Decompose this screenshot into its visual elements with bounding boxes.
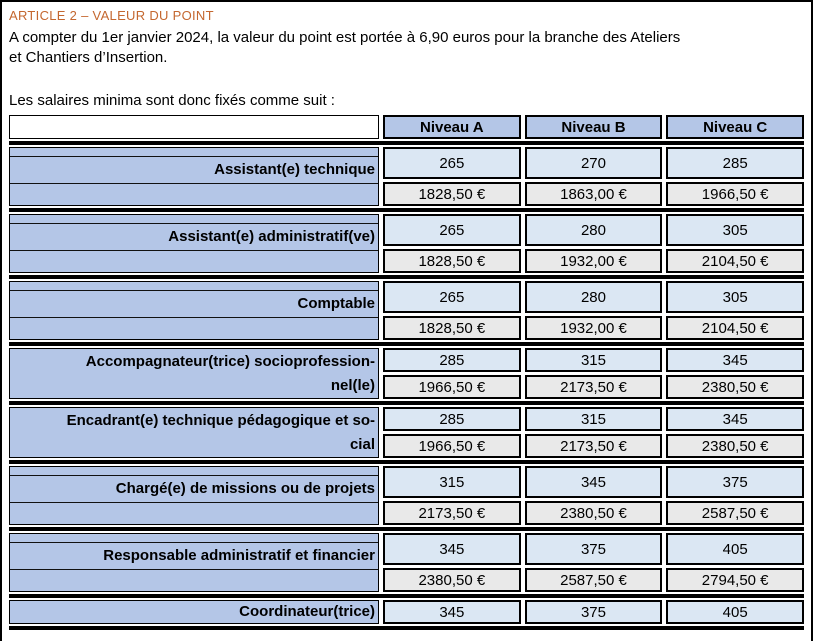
grid-strip (10, 282, 378, 291)
table-row: Chargé(e) de missions ou de projets 315 … (9, 464, 804, 531)
salary-value: 1966,50 € (383, 434, 521, 458)
job-label-cell: Assistant(e) administratif(ve) (9, 214, 379, 273)
intro-sentence: Les salaires minima sont donc fixés comm… (9, 92, 335, 109)
grid-strip (10, 467, 378, 476)
job-label-cell: Accompagnateur(trice) socioprofession- n… (9, 348, 379, 399)
column-header-niveau-c: Niveau C (666, 115, 804, 139)
article-title: ARTICLE 2 – VALEUR DU POINT (9, 8, 214, 23)
grid-strip (10, 569, 378, 591)
points-value: 345 (383, 600, 521, 624)
salary-value: 2104,50 € (666, 316, 804, 340)
points-value: 305 (666, 281, 804, 313)
table-row: Accompagnateur(trice) socioprofession- n… (9, 346, 804, 405)
column-header-niveau-b: Niveau B (524, 115, 663, 139)
salary-value: 1966,50 € (666, 182, 804, 206)
points-value: 375 (524, 533, 663, 565)
salary-value: 1828,50 € (383, 182, 521, 206)
points-value: 345 (666, 348, 804, 372)
job-label-cell: Responsable administratif et financier (9, 533, 379, 592)
table-row: Assistant(e) administratif(ve) 265 280 3… (9, 212, 804, 279)
salary-value: 2173,50 € (524, 375, 663, 399)
points-value: 265 (383, 214, 521, 246)
salary-value: 1863,00 € (524, 182, 663, 206)
points-value: 315 (524, 348, 663, 372)
job-label: Responsable administratif et financier (103, 547, 375, 564)
job-label-cell: Assistant(e) technique (9, 147, 379, 206)
salary-table: Niveau A Niveau B Niveau C Assistant(e) … (9, 115, 804, 630)
points-value: 280 (524, 281, 663, 313)
points-value: 345 (666, 407, 804, 431)
header-empty-cell (9, 115, 379, 139)
points-value: 405 (666, 533, 804, 565)
points-value: 305 (666, 214, 804, 246)
salary-value: 1932,00 € (524, 249, 663, 273)
table-row: Assistant(e) technique 265 270 285 1828,… (9, 145, 804, 212)
grid-strip (10, 317, 378, 339)
grid-strip (10, 215, 378, 224)
column-header-niveau-a: Niveau A (383, 115, 521, 139)
salary-value: 1932,00 € (524, 316, 663, 340)
points-value: 315 (383, 466, 521, 498)
salary-value: 2380,50 € (666, 434, 804, 458)
points-value: 265 (383, 281, 521, 313)
salary-value: 2587,50 € (666, 501, 804, 525)
points-value: 280 (524, 214, 663, 246)
job-label-cell: Chargé(e) de missions ou de projets (9, 466, 379, 525)
grid-strip (10, 148, 378, 157)
job-label: Assistant(e) technique (214, 161, 375, 178)
job-label: Comptable (297, 295, 375, 312)
points-value: 405 (666, 600, 804, 624)
salary-value: 1966,50 € (383, 375, 521, 399)
grid-strip (10, 534, 378, 543)
job-label-cell: Comptable (9, 281, 379, 340)
table-row: Comptable 265 280 305 1828,50 € 1932,00 … (9, 279, 804, 346)
points-value: 345 (383, 533, 521, 565)
salary-value: 1828,50 € (383, 316, 521, 340)
salary-value: 2380,50 € (524, 501, 663, 525)
salary-value: 2794,50 € (666, 568, 804, 592)
salary-value: 2380,50 € (383, 568, 521, 592)
job-label: Encadrant(e) technique pédagogique et so… (66, 411, 375, 453)
points-value: 375 (524, 600, 663, 624)
job-label-cell: Coordinateur(trice) (9, 600, 379, 624)
job-label: Chargé(e) de missions ou de projets (115, 480, 375, 497)
grid-strip (10, 183, 378, 205)
points-value: 265 (383, 147, 521, 179)
points-value: 315 (524, 407, 663, 431)
points-value: 270 (524, 147, 663, 179)
table-row: Coordinateur(trice) 345 375 405 (9, 598, 804, 630)
table-row: Responsable administratif et financier 3… (9, 531, 804, 598)
points-value: 345 (524, 466, 663, 498)
job-label: Accompagnateur(trice) socioprofession- n… (85, 352, 375, 394)
points-value: 285 (666, 147, 804, 179)
salary-value: 2173,50 € (524, 434, 663, 458)
salary-value: 2104,50 € (666, 249, 804, 273)
salary-value: 2173,50 € (383, 501, 521, 525)
salary-value: 2587,50 € (524, 568, 663, 592)
job-label-cell: Encadrant(e) technique pédagogique et so… (9, 407, 379, 458)
job-label: Coordinateur(trice) (239, 603, 375, 620)
points-value: 375 (666, 466, 804, 498)
job-label: Assistant(e) administratif(ve) (168, 228, 375, 245)
points-value: 285 (383, 407, 521, 431)
salary-value: 2380,50 € (666, 375, 804, 399)
grid-strip (10, 250, 378, 272)
salary-value: 1828,50 € (383, 249, 521, 273)
table-row: Encadrant(e) technique pédagogique et so… (9, 405, 804, 464)
article-paragraph: A compter du 1er janvier 2024, la valeur… (9, 29, 681, 66)
intro-section: ARTICLE 2 – VALEUR DU POINT A compter du… (2, 2, 811, 109)
points-value: 285 (383, 348, 521, 372)
table-header-row: Niveau A Niveau B Niveau C (9, 115, 804, 145)
grid-strip (10, 502, 378, 524)
